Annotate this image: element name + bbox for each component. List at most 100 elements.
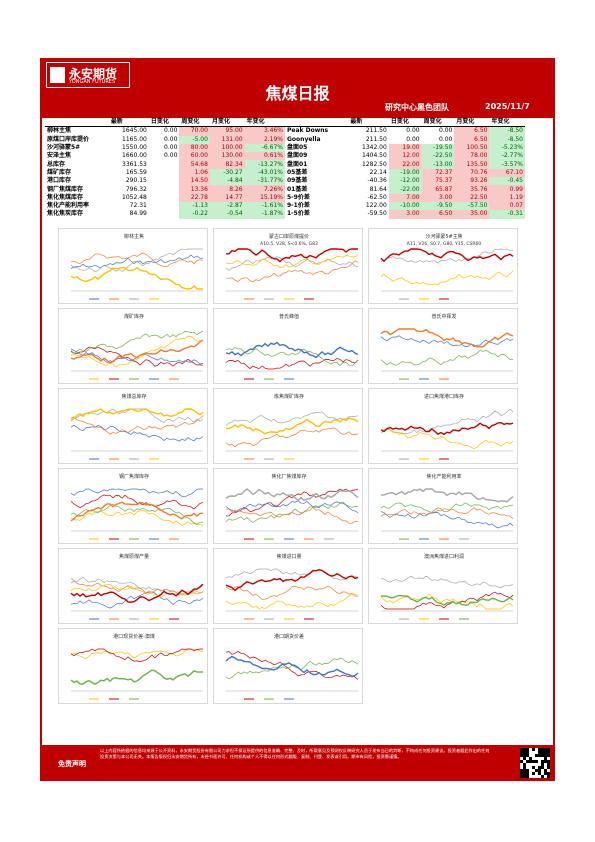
- cell: -2.87: [209, 201, 245, 211]
- chart-thumb: 沙河驿蒙5#主焦 A11, V26, S0.7, G80, Y15, CSR60: [368, 228, 518, 304]
- chart-thumb: 煤矿库存: [58, 308, 208, 384]
- cell: -6.67%: [244, 143, 285, 153]
- chart-svg: 普氏中挥发: [380, 313, 514, 380]
- chart-subtitle: A10.5, V28, S<0.6%, G83: [260, 241, 318, 247]
- sketch-line: [70, 669, 204, 686]
- sketch-line: [70, 510, 204, 527]
- sketch-line: [226, 260, 359, 283]
- cell: [149, 160, 180, 168]
- chart-svg: 焦化产能利用率: [380, 473, 514, 540]
- cell: 70.00: [179, 126, 210, 136]
- footer-text: 以上内容所依据的信息均来源于公开资料，永安期货股份有限公司力求但不保证所提供的信…: [100, 748, 490, 759]
- cell: -19.00: [388, 168, 422, 178]
- cell: -1.13: [179, 201, 210, 211]
- chart-svg: 柳林主焦: [70, 233, 204, 300]
- cell: -2.77%: [489, 152, 525, 161]
- sketch-line: [225, 488, 359, 517]
- cell: [149, 169, 180, 177]
- chart-title: 蒙古口岸原煤提价: [269, 233, 309, 240]
- cell: 1342.00: [362, 144, 387, 152]
- cell: 72.37: [421, 168, 455, 178]
- cell: 8.26: [209, 185, 245, 194]
- sketch-line: [380, 594, 514, 606]
- chart-title: 港口现货价差-澳煤: [113, 633, 155, 640]
- chart-thumb: 柳林主焦: [58, 228, 208, 304]
- chart-thumb: 普氏峰值: [213, 308, 363, 384]
- chart-thumb: 焦化厂焦煤库存: [213, 468, 363, 544]
- cell: 290.15: [125, 177, 147, 185]
- cell: -8.50: [489, 126, 525, 136]
- qr-cell: [544, 772, 547, 775]
- cell: 6.50: [454, 135, 490, 144]
- cell: 70.76: [454, 168, 490, 178]
- row: 港口库存 290.15 14.50 -4.84 -31.77%: [45, 177, 285, 186]
- qr-cell: [547, 754, 550, 757]
- logo-en: YONGAN FUTURES: [69, 79, 116, 85]
- qr-cell: [526, 751, 529, 754]
- cell: 0.00: [406, 135, 420, 143]
- sketch-line: [225, 341, 359, 359]
- cell: 3.46%: [244, 126, 285, 136]
- row-label: 总库存: [47, 160, 66, 168]
- row: 盘面05 1342.00 19.00 -19.50 100.50 -5.23%: [285, 143, 525, 153]
- column-header: 日变化: [388, 118, 422, 128]
- chart-title: 钢厂焦煤库存: [119, 473, 149, 480]
- chart-title: 煤矿库存: [124, 313, 144, 320]
- frame: [40, 58, 555, 780]
- row: 09基差 -40.36 -12.00 75.37 93.26 -0.45: [285, 177, 525, 186]
- cell: -1.87%: [244, 210, 285, 219]
- cell: 0.99: [489, 185, 525, 194]
- cell: -40.36: [367, 177, 387, 185]
- chart-title: 港口期货价差: [274, 633, 304, 640]
- chart-thumb: 进口焦煤港口库存: [368, 388, 518, 464]
- cell: -10.00: [388, 201, 422, 211]
- row-label: 焦化焦炭库存: [47, 210, 84, 218]
- cell: 3.00: [388, 210, 422, 219]
- row: 1-5价差 -59.50 3.00 6.50 35.00 -0.31: [285, 210, 525, 219]
- footer: 免责声明 以上内容所依据的信息均来源于公开资料，永安期货股份有限公司力求但不保证…: [40, 745, 555, 781]
- cell: 2.19%: [244, 135, 285, 144]
- sketch-line: [70, 494, 204, 510]
- cell: 1660.00: [122, 152, 147, 160]
- cell: 93.26: [454, 177, 490, 186]
- row-label: Goonyella: [287, 135, 321, 143]
- chart-svg: 焦煤总库存: [70, 393, 204, 460]
- cell: -5.23%: [489, 143, 525, 153]
- chart-thumb: 蒙古口岸原煤提价 A10.5, V28, S<0.6%, G83: [213, 228, 363, 304]
- cell: 15.19%: [244, 193, 285, 202]
- sketch-line: [225, 650, 359, 680]
- qr-cell: [547, 766, 550, 769]
- qr-cell: [520, 775, 523, 778]
- qr-cell: [526, 769, 529, 772]
- qr-cell: [544, 748, 547, 751]
- header-row: 最新 日变化 周变化 月变化 年变化: [285, 118, 525, 128]
- sketch-line: [70, 415, 204, 435]
- row: 盘面01 1282.50 22.00 -13.00 135.50 -3.57%: [285, 160, 525, 169]
- sketch-line: [70, 335, 203, 368]
- logo-mark: [50, 67, 65, 83]
- chart-subtitle: A11, V26, S0.7, G80, Y15, CSR60: [407, 241, 482, 247]
- cell: 135.50: [454, 160, 490, 169]
- chart-title: 沙河驿蒙5#主焦: [425, 233, 462, 240]
- header: 永安期货 YONGAN FUTURES 焦煤日报 研究中心黑色团队 2025/1…: [40, 58, 555, 118]
- cell: 0.00: [439, 127, 453, 135]
- cell: 1052.48: [122, 193, 147, 201]
- row: 总库存 3361.53 54.68 82.34 -13.27%: [45, 160, 285, 169]
- sketch-line: [70, 339, 204, 364]
- cell: [149, 202, 180, 210]
- chart-svg: 钢厂焦煤库存: [70, 473, 204, 540]
- cell: [149, 194, 180, 202]
- chart-thumb: 焦化产能利用率: [368, 468, 518, 544]
- cell: 3361.53: [122, 160, 147, 168]
- cell: 80.00: [179, 143, 210, 153]
- sketch-line: [380, 270, 514, 286]
- row-label: 01基差: [287, 185, 308, 193]
- row-label: 钢厂焦煤库存: [47, 185, 84, 193]
- sketch-line: [381, 488, 514, 503]
- qr-cell: [523, 772, 526, 775]
- cell: -43.01%: [244, 168, 285, 178]
- cell: 81.64: [369, 185, 387, 193]
- chart-title: 进口焦煤港口库存: [424, 393, 464, 400]
- chart-thumb: 澳洲焦煤进口利润: [368, 548, 518, 624]
- chart-svg: 焦煤原煤产量: [70, 553, 204, 620]
